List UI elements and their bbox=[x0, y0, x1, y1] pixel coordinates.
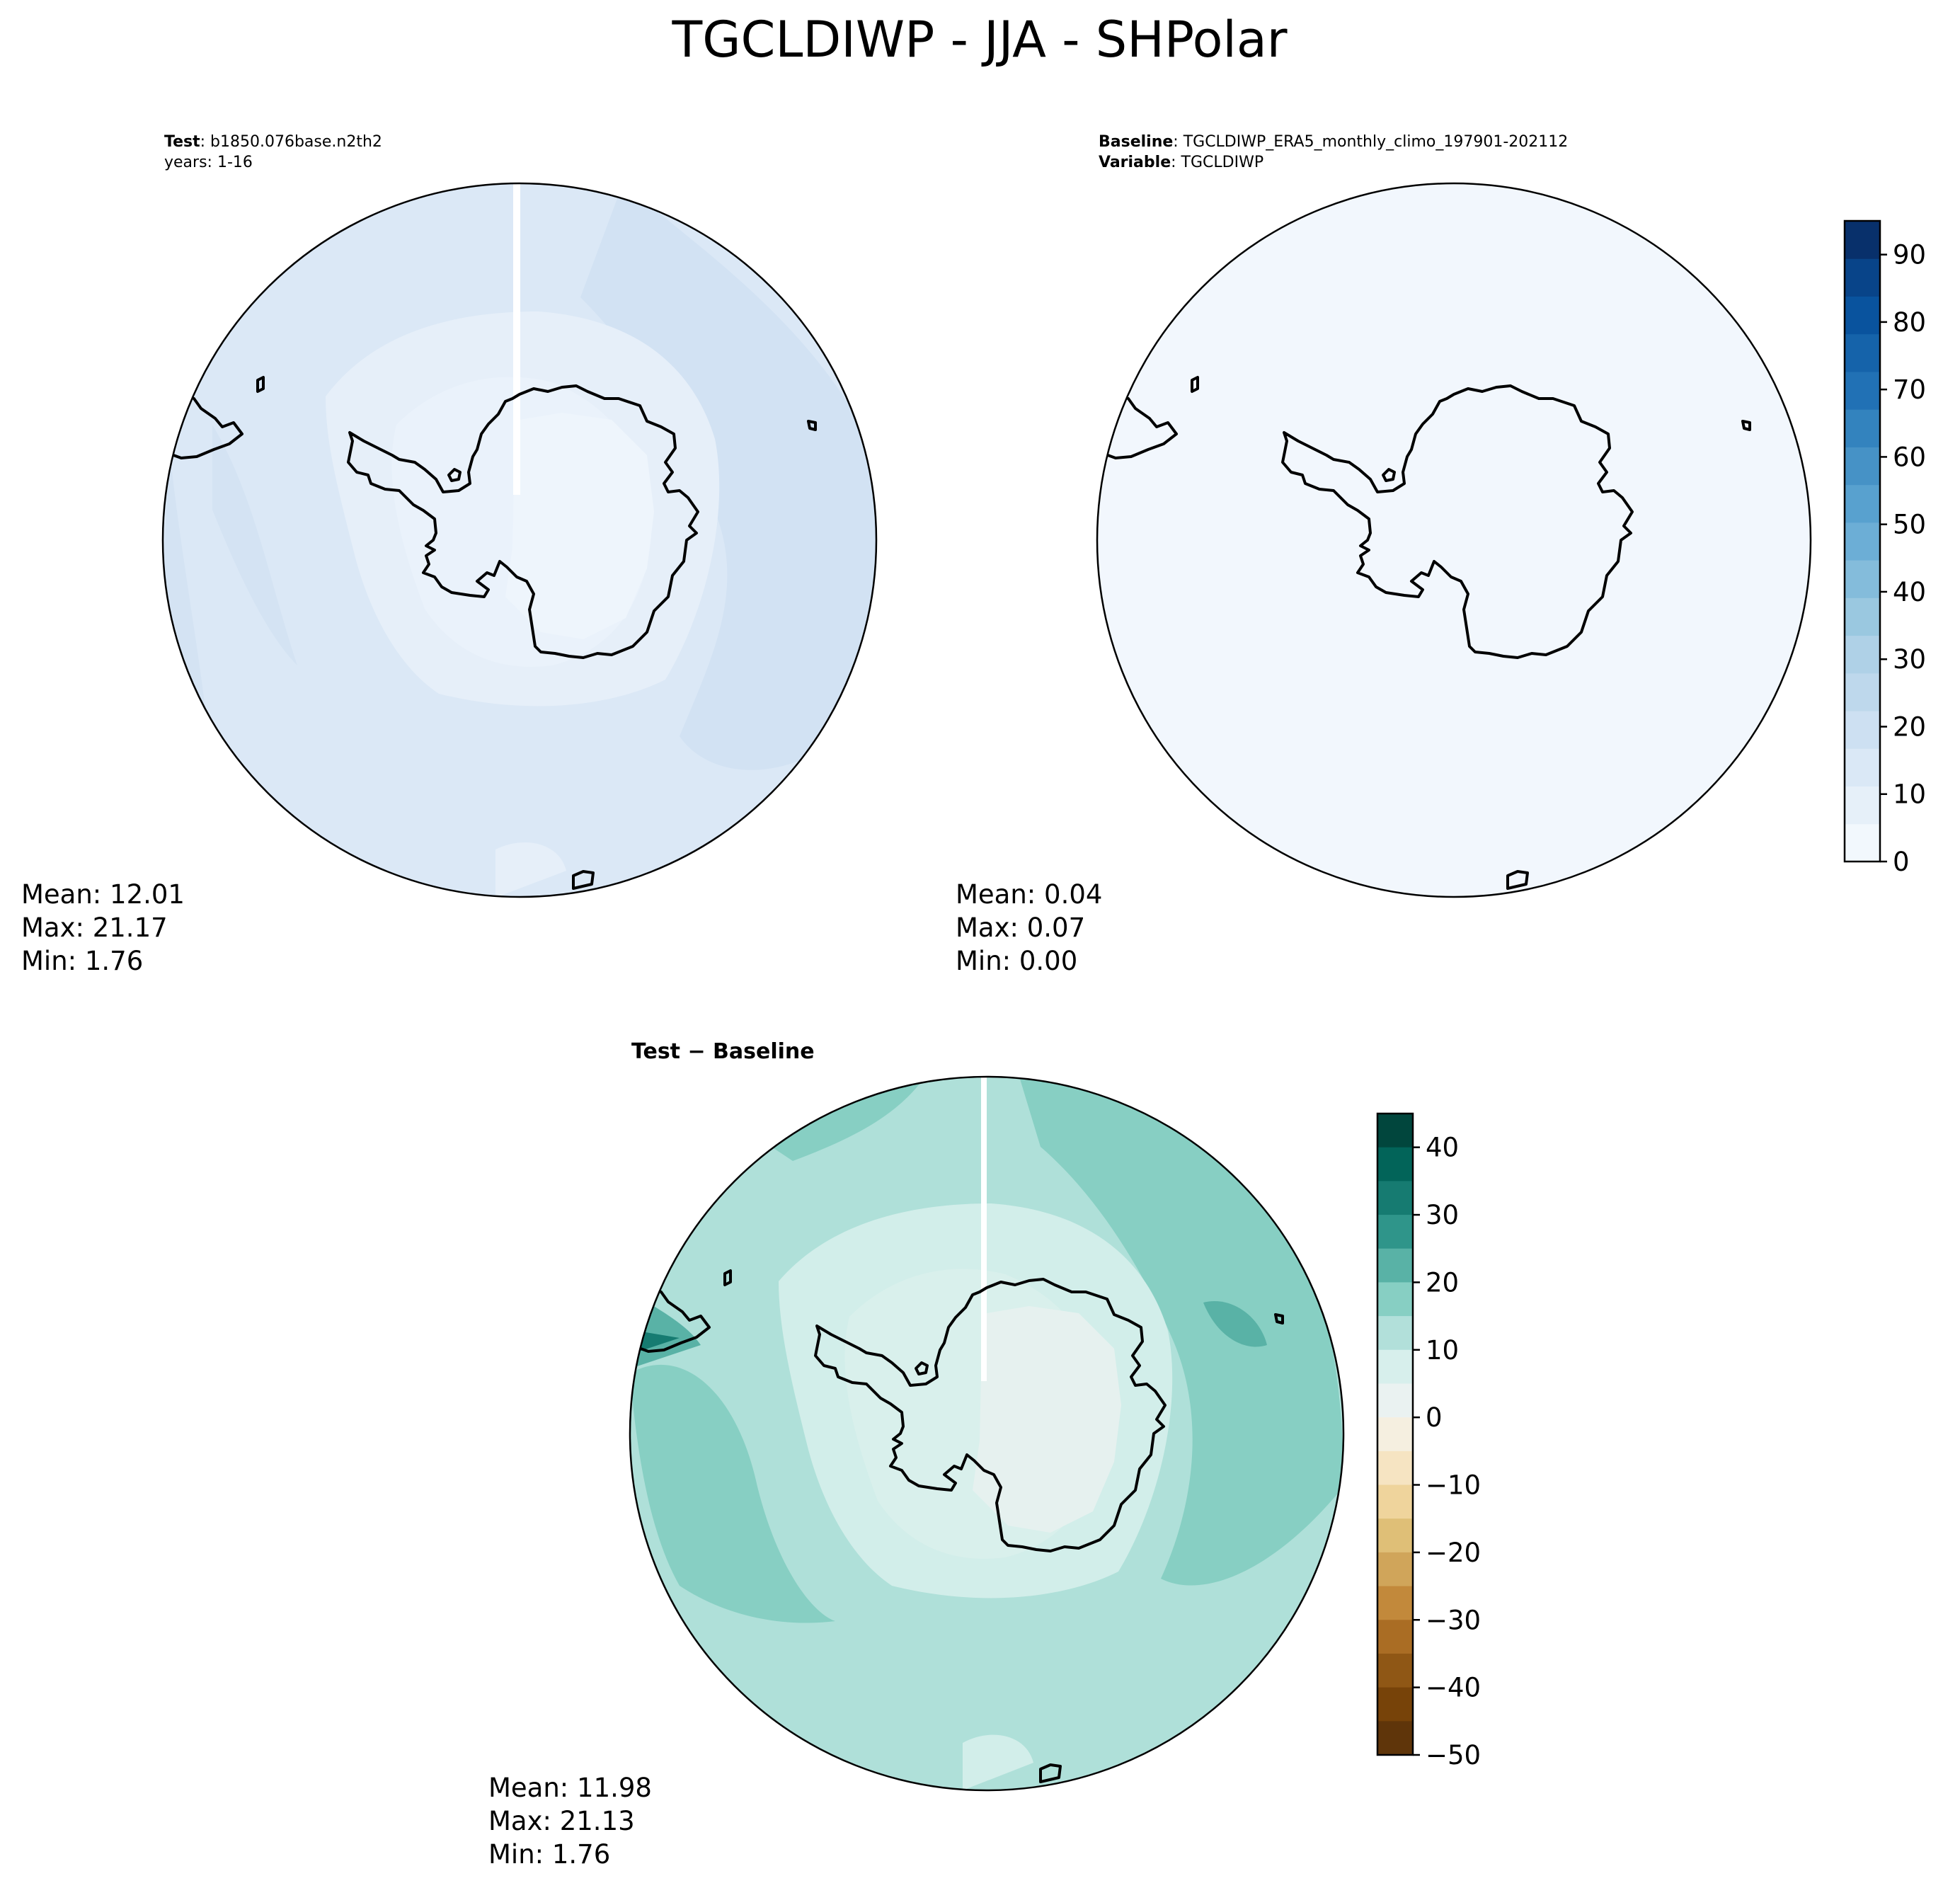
colorbar-diff-tick-label: −40 bbox=[1426, 1673, 1481, 1703]
colorbar-main-swatch bbox=[1845, 333, 1880, 372]
colorbar-diff: 40 30 20 10 0 −10 −20 −30 −40 −50 bbox=[1376, 1112, 1481, 1770]
colorbar-main-tick-label: 90 bbox=[1893, 240, 1926, 270]
colorbar-main-tick-label: 10 bbox=[1893, 779, 1926, 810]
colorbar-diff-swatch bbox=[1377, 1147, 1413, 1182]
colorbar-diff-swatch bbox=[1377, 1552, 1413, 1587]
baseline-map-boundary bbox=[1096, 182, 1812, 898]
colorbar-main-swatch bbox=[1845, 409, 1880, 447]
baseline-header-case: : TGCLDIWP_ERA5_monthly_climo_197901-202… bbox=[1173, 133, 1568, 151]
colorbar-main-swatch bbox=[1845, 258, 1880, 297]
colorbar-diff-swatch bbox=[1377, 1114, 1413, 1148]
colorbar-main-swatch bbox=[1845, 597, 1880, 636]
baseline-header: Baseline: TGCLDIWP_ERA5_monthly_climo_19… bbox=[1099, 133, 1568, 151]
colorbar-diff-swatch bbox=[1377, 1518, 1413, 1553]
panel-difference: Test − Baseline bbox=[488, 1039, 1345, 1870]
colorbar-main-tick-label: 60 bbox=[1893, 442, 1926, 472]
colorbar-diff-swatch bbox=[1377, 1653, 1413, 1688]
colorbar-diff-swatch bbox=[1377, 1451, 1413, 1486]
colorbar-diff-swatch bbox=[1377, 1181, 1413, 1215]
colorbar-diff-swatch bbox=[1377, 1383, 1413, 1418]
colorbar-main-frame bbox=[1843, 219, 1881, 863]
panel-baseline: Baseline: TGCLDIWP_ERA5_monthly_climo_19… bbox=[956, 133, 1812, 976]
colorbar-diff-swatch bbox=[1377, 1215, 1413, 1249]
test-stat-min: Min: 1.76 bbox=[21, 946, 143, 976]
colorbar-diff-tick-label: −10 bbox=[1426, 1470, 1481, 1501]
baseline-header-label: Baseline bbox=[1099, 133, 1173, 151]
colorbar-main-swatch bbox=[1845, 748, 1880, 787]
colorbar-main-swatch bbox=[1845, 484, 1880, 523]
baseline-map bbox=[1097, 183, 1811, 897]
diff-map bbox=[630, 1077, 1343, 1790]
colorbar-diff-swatch bbox=[1377, 1586, 1413, 1620]
colorbar-main-swatch bbox=[1845, 560, 1880, 598]
baseline-stat-min: Min: 0.00 bbox=[956, 946, 1077, 976]
colorbar-main-swatch bbox=[1845, 522, 1880, 561]
colorbar-diff-tick-label: 0 bbox=[1426, 1402, 1443, 1433]
colorbar-diff-swatch bbox=[1377, 1721, 1413, 1756]
colorbar-diff-swatch bbox=[1377, 1349, 1413, 1384]
colorbar-diff-swatch bbox=[1377, 1248, 1413, 1283]
baseline-variable-name: : TGCLDIWP bbox=[1171, 154, 1263, 171]
colorbar-diff-swatch bbox=[1377, 1687, 1413, 1722]
baseline-stat-max: Max: 0.07 bbox=[956, 912, 1085, 943]
panel-test: Test: b1850.076base.n2th2 years: 1-16 bbox=[21, 133, 878, 976]
test-stat-max: Max: 21.17 bbox=[21, 912, 168, 943]
colorbar-diff-tick-label: −50 bbox=[1426, 1740, 1481, 1770]
colorbar-main-tick-label: 20 bbox=[1893, 711, 1926, 742]
colorbar-main-tick-label: 30 bbox=[1893, 644, 1926, 675]
colorbar-main-swatch bbox=[1845, 221, 1880, 259]
baseline-stat-mean: Mean: 0.04 bbox=[956, 879, 1102, 910]
colorbar-diff-tick-label: 40 bbox=[1426, 1133, 1459, 1163]
colorbar-diff-tick-label: 10 bbox=[1426, 1335, 1459, 1366]
colorbar-main-swatch bbox=[1845, 296, 1880, 335]
colorbar-main-swatch bbox=[1845, 711, 1880, 749]
diff-stat-min: Min: 1.76 bbox=[488, 1839, 610, 1870]
test-header-years: years: 1-16 bbox=[164, 154, 253, 171]
colorbar-diff-tick-label: −20 bbox=[1426, 1538, 1481, 1568]
colorbar-diff-swatch bbox=[1377, 1417, 1413, 1452]
colorbar-diff-swatch bbox=[1377, 1484, 1413, 1519]
colorbar-main-swatch bbox=[1845, 786, 1880, 825]
colorbar-main: 0 10 20 30 40 50 60 70 80 90 bbox=[1843, 219, 1926, 877]
test-map bbox=[163, 183, 876, 897]
diff-stat-mean: Mean: 11.98 bbox=[488, 1773, 652, 1803]
diff-map-boundary bbox=[629, 1075, 1345, 1792]
colorbar-main-swatch bbox=[1845, 371, 1880, 410]
colorbar-main-tick-label: 50 bbox=[1893, 510, 1926, 540]
colorbar-main-swatch bbox=[1845, 447, 1880, 486]
test-header-case: : b1850.076base.n2th2 bbox=[200, 133, 382, 151]
baseline-variable-label: Variable bbox=[1099, 154, 1171, 171]
colorbar-main-tick-label: 70 bbox=[1893, 374, 1926, 405]
diff-stat-max: Max: 21.13 bbox=[488, 1806, 635, 1836]
colorbar-diff-tick-label: 20 bbox=[1426, 1267, 1459, 1298]
colorbar-diff-swatch bbox=[1377, 1316, 1413, 1351]
test-stat-mean: Mean: 12.01 bbox=[21, 879, 185, 910]
colorbar-main-swatch bbox=[1845, 635, 1880, 674]
colorbar-diff-frame bbox=[1376, 1112, 1414, 1756]
colorbar-diff-tick-label: −30 bbox=[1426, 1605, 1481, 1635]
test-header: Test: b1850.076base.n2th2 bbox=[164, 133, 382, 151]
test-header-label: Test bbox=[164, 133, 200, 151]
colorbar-diff-swatch bbox=[1377, 1282, 1413, 1317]
colorbar-diff-tick-label: 30 bbox=[1426, 1200, 1459, 1230]
colorbar-main-tick-label: 0 bbox=[1893, 847, 1910, 877]
figure-title: TGCLDIWP - JJA - SHPolar bbox=[671, 11, 1287, 69]
baseline-header-variable: Variable: TGCLDIWP bbox=[1099, 154, 1263, 171]
test-map-boundary bbox=[161, 182, 878, 898]
colorbar-main-tick-label: 40 bbox=[1893, 577, 1926, 607]
colorbar-main-swatch bbox=[1845, 673, 1880, 711]
diff-header: Test − Baseline bbox=[631, 1039, 815, 1064]
colorbar-diff-swatch bbox=[1377, 1620, 1413, 1654]
colorbar-main-tick-label: 80 bbox=[1893, 307, 1926, 338]
colorbar-main-swatch bbox=[1845, 823, 1880, 862]
